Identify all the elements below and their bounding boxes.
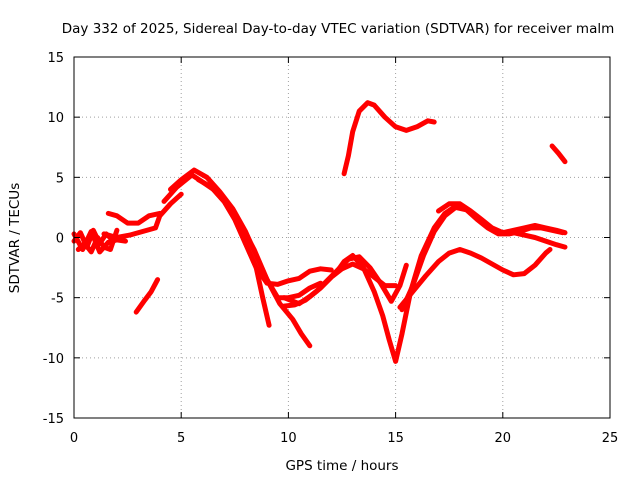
x-axis-label: GPS time / hours — [285, 458, 398, 474]
series-rise-to-plateau-b — [436, 201, 568, 236]
x-tick-label: 10 — [280, 431, 297, 446]
series-track-early-descent — [133, 277, 161, 315]
series-late-segment-b — [549, 143, 568, 165]
y-tick-label: 10 — [47, 111, 64, 126]
x-tick-label: 15 — [387, 431, 404, 446]
series-layer — [71, 100, 568, 364]
series-track-early-low — [101, 191, 184, 240]
x-tick-label: 5 — [177, 431, 185, 446]
x-tick-label: 20 — [495, 431, 512, 446]
series-upper-arc — [341, 100, 437, 177]
y-tick-label: -5 — [51, 292, 64, 307]
series-track-early-hump — [105, 210, 163, 226]
y-tick-label: 0 — [56, 232, 64, 247]
y-tick-label: -15 — [43, 412, 64, 427]
series-peak-to-trough-d — [210, 186, 313, 349]
chart-title: Day 332 of 2025, Sidereal Day-to-day VTE… — [62, 21, 615, 37]
grid-layer — [74, 57, 610, 418]
series-lower-wave — [397, 247, 553, 310]
y-tick-label: 5 — [56, 171, 64, 186]
tick-layer: 0 5 10 15 20 25 -15 -10 -5 0 5 10 15 — [43, 51, 619, 446]
y-axis-label: SDTVAR / TECUs — [7, 183, 23, 293]
x-tick-label: 0 — [70, 431, 78, 446]
series-late-segment-a — [511, 230, 568, 250]
y-tick-label: -10 — [43, 352, 64, 367]
y-tick-label: 15 — [47, 51, 64, 66]
series-track-early-cluster-c — [75, 227, 120, 255]
x-tick-label: 25 — [602, 431, 619, 446]
